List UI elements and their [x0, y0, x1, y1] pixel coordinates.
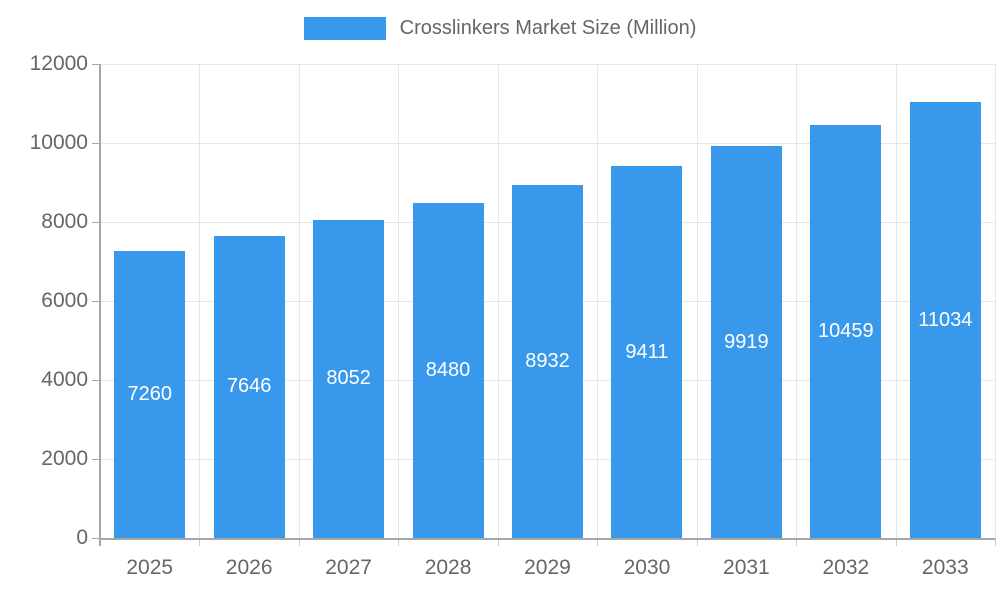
bar-value-label: 8480	[425, 359, 471, 381]
bar-value-label: 8932	[525, 350, 570, 373]
legend-label: Crosslinkers Market Size (Million)	[399, 17, 697, 39]
x-axis-tick	[895, 538, 897, 546]
gridline-horizontal	[100, 64, 995, 65]
y-axis-label: 10000	[29, 131, 88, 154]
x-axis-label: 2025	[126, 556, 174, 579]
bar-2025[interactable]: 7260	[114, 251, 186, 538]
bar-2030[interactable]: 9411	[611, 166, 683, 538]
gridline-vertical	[597, 64, 599, 538]
bar-2029[interactable]: 8932	[512, 185, 583, 538]
y-axis-label: 4000	[41, 368, 88, 391]
gridline-horizontal	[100, 143, 995, 144]
bar-value-label: 11034	[918, 308, 973, 331]
y-axis-tick	[92, 459, 100, 460]
bar-2027[interactable]: 8052	[313, 219, 385, 538]
y-axis-tick	[92, 64, 100, 65]
x-axis-label: 2033	[921, 556, 969, 579]
x-axis-tick	[497, 538, 499, 546]
y-axis-label: 6000	[41, 289, 88, 312]
x-axis-tick	[995, 538, 996, 546]
x-axis-tick	[696, 538, 698, 546]
x-axis-label: 2030	[623, 556, 671, 579]
gridline-vertical	[298, 64, 300, 538]
bar-2031[interactable]: 9919	[710, 146, 782, 538]
x-axis-label: 2028	[424, 556, 472, 579]
y-axis-label: 0	[76, 526, 88, 549]
x-axis-tick	[597, 538, 599, 546]
gridline-vertical	[696, 64, 698, 538]
y-axis-tick	[92, 301, 100, 302]
gridline-vertical	[398, 64, 400, 538]
bar-value-label: 8052	[326, 367, 371, 390]
x-axis-tick	[298, 538, 300, 546]
x-axis-tick	[199, 538, 201, 546]
legend[interactable]: Crosslinkers Market Size (Million)	[0, 17, 1000, 40]
bar-2026[interactable]: 7646	[213, 235, 285, 538]
gridline-vertical	[796, 64, 798, 538]
bar-value-label: 9411	[625, 340, 669, 363]
gridline-vertical	[995, 64, 996, 538]
gridline-vertical	[497, 64, 499, 538]
bar-2028[interactable]: 8480	[412, 203, 484, 538]
x-axis-label: 2031	[723, 556, 770, 579]
x-axis-tick	[796, 538, 798, 546]
y-axis-label: 8000	[41, 210, 88, 233]
y-axis-label: 12000	[29, 52, 88, 75]
gridline-vertical	[895, 64, 897, 538]
x-axis-label: 2029	[524, 556, 571, 579]
legend-swatch	[303, 17, 386, 40]
y-axis-label: 2000	[41, 447, 88, 470]
y-axis-tick	[92, 222, 100, 223]
y-axis-tick	[92, 143, 100, 144]
x-axis-tick	[398, 538, 400, 546]
bar-value-label: 10459	[818, 319, 874, 342]
x-axis-label: 2027	[325, 556, 372, 579]
bar-value-label: 7646	[226, 375, 272, 398]
bar-2032[interactable]: 10459	[810, 124, 882, 538]
y-axis-tick	[92, 538, 100, 539]
bar-2033[interactable]: 11034	[909, 102, 981, 538]
gridline-vertical	[199, 64, 201, 538]
y-axis-tick	[92, 380, 100, 381]
x-axis-label: 2026	[225, 556, 273, 579]
y-axis-line	[99, 64, 101, 546]
bar-value-label: 7260	[127, 383, 172, 406]
x-axis-label: 2032	[822, 556, 870, 579]
bar-value-label: 9919	[724, 330, 769, 353]
x-axis-line	[99, 538, 995, 540]
